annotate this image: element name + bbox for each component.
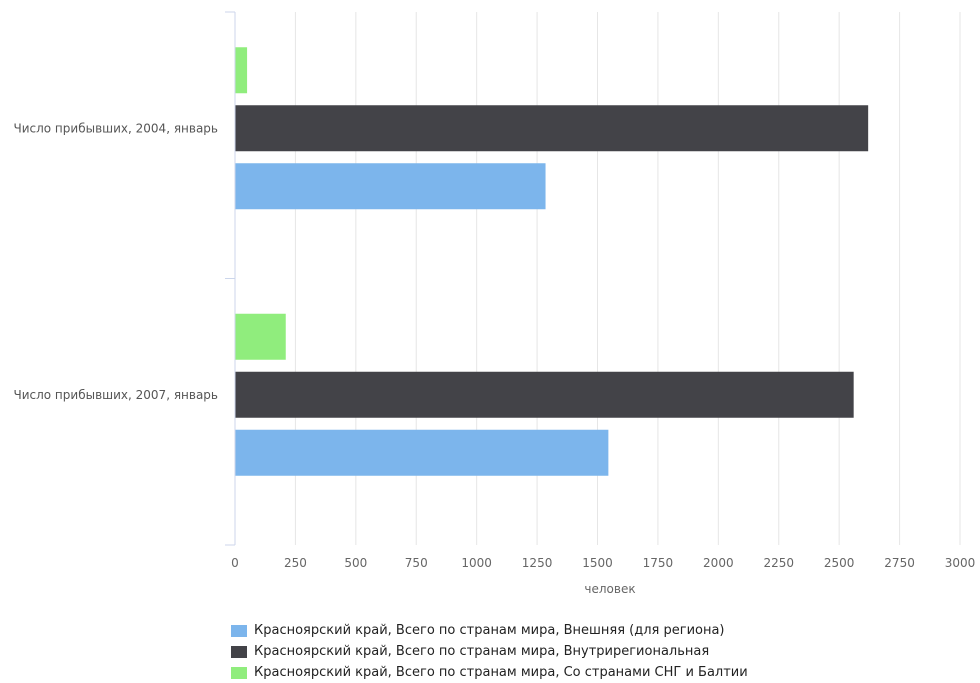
x-tick-label: 3000 (945, 556, 976, 570)
bar[interactable] (235, 163, 546, 210)
bar[interactable] (235, 313, 286, 360)
grid-lines (294, 12, 961, 545)
legend-swatch (231, 666, 247, 679)
x-tick-labels: 0 250 500 750 1000 1250 1500 1750 2000 2250 2500 27… (231, 556, 975, 570)
legend-item-external[interactable]: Красноярский край, Всего по странам мира… (231, 620, 748, 641)
legend-swatch (231, 624, 247, 637)
bar-chart: Число прибывших, 2004, январь Число прибы… (13, 11, 975, 596)
x-tick-label: 0 (231, 556, 239, 570)
axes (225, 11, 236, 546)
x-axis-title: человек (584, 582, 635, 596)
x-tick-label: 250 (284, 556, 307, 570)
x-tick-label: 2750 (884, 556, 915, 570)
legend-item-cis-baltic[interactable]: Красноярский край, Всего по странам мира… (231, 662, 748, 683)
x-tick-label: 2250 (763, 556, 794, 570)
legend: Красноярский край, Всего по странам мира… (231, 620, 748, 683)
x-tick-label: 1000 (461, 556, 492, 570)
bars (235, 47, 869, 476)
bar[interactable] (235, 47, 248, 94)
bar[interactable] (235, 105, 869, 152)
legend-item-intraregional[interactable]: Красноярский край, Всего по странам мира… (231, 641, 748, 662)
legend-label: Красноярский край, Всего по странам мира… (254, 623, 725, 638)
x-tick-label: 2500 (824, 556, 855, 570)
legend-swatch (231, 645, 247, 658)
x-tick-label: 2000 (703, 556, 734, 570)
legend-label: Красноярский край, Всего по странам мира… (254, 665, 748, 680)
category-label: Число прибывших, 2004, январь (13, 121, 218, 135)
x-tick-label: 750 (405, 556, 428, 570)
legend-label: Красноярский край, Всего по странам мира… (254, 644, 710, 659)
bar[interactable] (235, 429, 609, 476)
category-labels: Число прибывших, 2004, январь Число прибы… (13, 121, 218, 402)
x-tick-label: 1500 (582, 556, 613, 570)
x-tick-label: 500 (344, 556, 367, 570)
x-tick-label: 1750 (643, 556, 674, 570)
bar[interactable] (235, 371, 854, 418)
x-tick-label: 1250 (522, 556, 553, 570)
category-label: Число прибывших, 2007, январь (13, 388, 218, 402)
